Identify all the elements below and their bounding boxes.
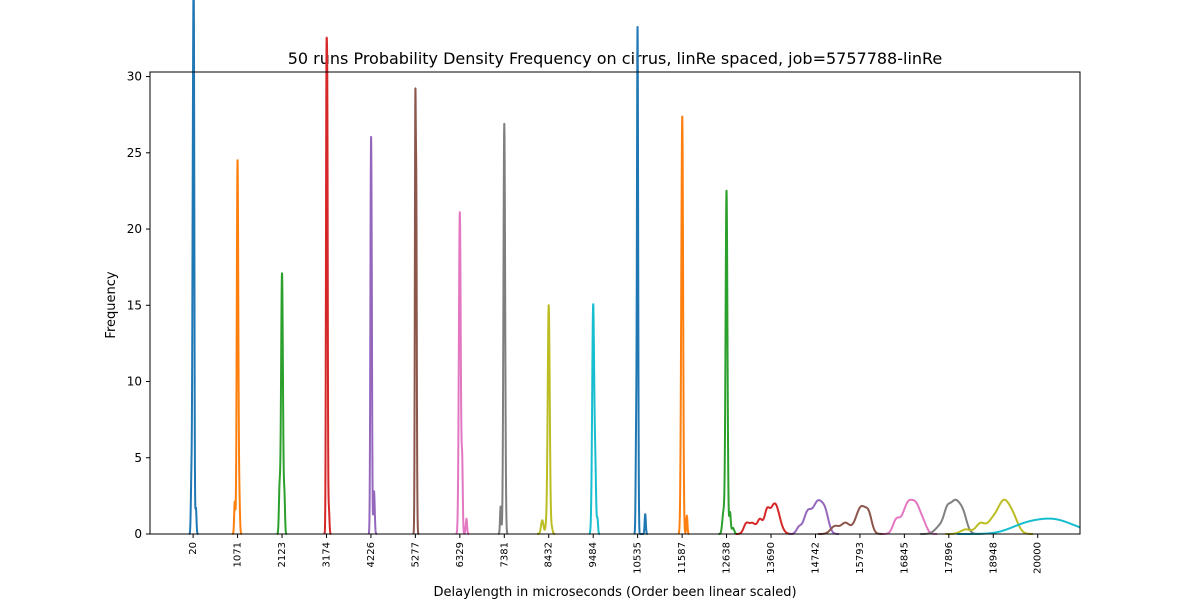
x-tick-label: 9484 <box>588 542 599 567</box>
y-tick-label: 10 <box>127 375 142 389</box>
x-tick-label: 2123 <box>277 542 288 567</box>
y-tick-label: 30 <box>127 70 142 84</box>
y-tick-label: 5 <box>134 451 142 465</box>
x-tick-label: 20 <box>188 542 199 555</box>
y-tick-label: 20 <box>127 222 142 236</box>
x-tick-label: 4226 <box>366 542 377 567</box>
plot-frame <box>149 71 1081 535</box>
y-axis-ticks: 0 5 10 15 20 25 30 <box>127 70 150 541</box>
series-line-3 <box>275 272 288 535</box>
chart-title: 50 runs Probability Density Frequency on… <box>288 49 943 68</box>
x-tick-label: 14742 <box>810 542 821 574</box>
series-line-9 <box>536 304 557 535</box>
series-line-13 <box>717 189 739 535</box>
x-tick-label: 18948 <box>988 542 999 574</box>
y-tick-label: 0 <box>134 527 142 541</box>
x-tick-label: 12638 <box>722 542 733 574</box>
series-line-16 <box>817 504 885 535</box>
y-tick-label: 15 <box>127 298 142 312</box>
x-tick-label: 8432 <box>544 542 555 567</box>
series-line-7 <box>455 211 471 535</box>
series-line-10 <box>588 303 601 535</box>
series-line-6 <box>412 87 420 535</box>
series-line-8 <box>497 122 509 535</box>
x-axis-ticks: 20 1071 2123 3174 4226 5277 6329 7381 8432 9484 10… <box>188 534 1044 574</box>
y-tick-label: 25 <box>127 146 142 160</box>
x-tick-label: 5277 <box>410 542 421 567</box>
x-axis-label: Delaylength in microseconds (Order been … <box>433 585 796 600</box>
x-tick-label: 13690 <box>766 542 777 574</box>
x-tick-label: 16845 <box>899 542 910 574</box>
series-line-14 <box>735 502 795 535</box>
y-axis-label: Frequency <box>104 271 119 338</box>
series-line-1 <box>188 0 200 535</box>
series-line-2 <box>231 159 243 535</box>
x-tick-label: 15793 <box>855 542 866 574</box>
x-tick-label: 20000 <box>1033 542 1044 574</box>
x-tick-label: 10535 <box>633 542 644 574</box>
series-line-4 <box>323 36 333 535</box>
x-tick-label: 1071 <box>233 542 244 567</box>
x-tick-label: 6329 <box>455 542 466 567</box>
x-tick-label: 11587 <box>677 542 688 574</box>
x-tick-label: 3174 <box>321 542 332 567</box>
x-tick-label: 17896 <box>944 542 955 574</box>
series-line-5 <box>367 135 378 535</box>
series-line-12 <box>677 115 691 535</box>
x-tick-label: 7381 <box>499 542 510 567</box>
series-line-17 <box>881 498 939 535</box>
